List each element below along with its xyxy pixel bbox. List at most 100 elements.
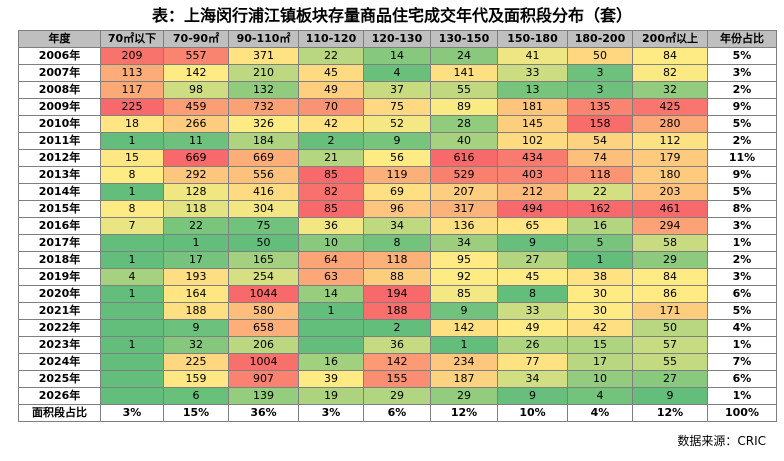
table-body: 2006年 209 557 371 22 14 24 41 50 84 5% 2007年 113 142 2… xyxy=(18,47,777,422)
value-cell: 16 xyxy=(298,353,364,371)
header-cell: 150-180 xyxy=(497,30,568,48)
value-cell: 92 xyxy=(430,268,498,286)
value-cell: 135 xyxy=(567,98,633,116)
value-cell: 907 xyxy=(228,370,299,388)
value-cell: 9 xyxy=(497,234,568,252)
header-cell: 180-200 xyxy=(567,30,633,48)
header-cell: 200㎡以上 xyxy=(632,30,708,48)
year-cell: 2026年 xyxy=(18,387,101,405)
value-cell: 10 xyxy=(298,234,364,252)
value-cell: 89 xyxy=(430,98,498,116)
table-row: 2018年 1 17 165 64 118 95 27 1 29 2% xyxy=(18,251,777,269)
year-cell: 2010年 xyxy=(18,115,101,133)
value-cell: 5 xyxy=(567,234,633,252)
share-cell: 6% xyxy=(707,285,777,303)
value-cell: 292 xyxy=(163,166,229,184)
value-cell: 1 xyxy=(100,251,164,269)
value-cell: 36 xyxy=(298,217,364,235)
value-cell: 58 xyxy=(632,234,708,252)
year-cell: 2012年 xyxy=(18,149,101,167)
value-cell: 57 xyxy=(632,336,708,354)
table-row: 2008年 117 98 132 49 37 55 13 3 32 2% xyxy=(18,81,777,99)
year-cell: 2014年 xyxy=(18,183,101,201)
value-cell: 557 xyxy=(163,47,229,65)
value-cell: 85 xyxy=(430,285,498,303)
value-cell: 203 xyxy=(632,183,708,201)
value-cell: 55 xyxy=(632,353,708,371)
value-cell: 36 xyxy=(363,336,431,354)
value-cell: 2 xyxy=(363,319,431,337)
footer-cell: 3% xyxy=(298,404,364,422)
value-cell: 118 xyxy=(567,166,633,184)
share-cell: 5% xyxy=(707,115,777,133)
table-row: 2017年 1 50 10 8 34 9 5 58 1% xyxy=(18,234,777,252)
share-cell: 1% xyxy=(707,234,777,252)
table-row: 2015年 8 118 304 85 96 317 494 162 461 8% xyxy=(18,200,777,218)
value-cell: 102 xyxy=(497,132,568,150)
value-cell: 49 xyxy=(298,81,364,99)
year-cell: 2009年 xyxy=(18,98,101,116)
table-row: 2013年 8 292 556 85 119 529 403 118 180 9% xyxy=(18,166,777,184)
value-cell: 118 xyxy=(163,200,229,218)
table-row: 2007年 113 142 210 45 4 141 33 3 82 3% xyxy=(18,64,777,82)
footer-cell: 12% xyxy=(632,404,708,422)
value-cell: 234 xyxy=(430,353,498,371)
value-cell: 187 xyxy=(430,370,498,388)
title: 表：上海闵行浦江镇板块存量商品住宅成交年代及面积段分布（套） xyxy=(151,6,632,25)
year-cell: 2013年 xyxy=(18,166,101,184)
value-cell: 128 xyxy=(163,183,229,201)
value-cell: 184 xyxy=(228,132,299,150)
value-cell: 24 xyxy=(430,47,498,65)
header-cell: 70-90㎡ xyxy=(163,30,229,48)
value-cell: 145 xyxy=(497,115,568,133)
value-cell: 188 xyxy=(163,302,229,320)
value-cell: 70 xyxy=(298,98,364,116)
share-cell: 6% xyxy=(707,370,777,388)
value-cell: 29 xyxy=(632,251,708,269)
value-cell: 22 xyxy=(298,47,364,65)
value-cell: 8 xyxy=(100,166,164,184)
year-cell: 2020年 xyxy=(18,285,101,303)
value-cell: 22 xyxy=(163,217,229,235)
value-cell: 32 xyxy=(163,336,229,354)
value-cell: 225 xyxy=(163,353,229,371)
value-cell: 459 xyxy=(163,98,229,116)
table-row: 2011年 1 11 184 2 9 40 102 54 112 2% xyxy=(18,132,777,150)
value-cell: 304 xyxy=(228,200,299,218)
value-cell: 50 xyxy=(567,47,633,65)
value-cell: 42 xyxy=(567,319,633,337)
table-row: 2014年 1 128 416 82 69 207 212 22 203 5% xyxy=(18,183,777,201)
year-cell: 2023年 xyxy=(18,336,101,354)
value-cell: 77 xyxy=(497,353,568,371)
value-cell: 181 xyxy=(497,98,568,116)
value-cell: 8 xyxy=(363,234,431,252)
value-cell: 7 xyxy=(100,217,164,235)
year-cell: 2021年 xyxy=(18,302,101,320)
value-cell: 8 xyxy=(100,200,164,218)
value-cell: 1004 xyxy=(228,353,299,371)
value-cell: 1 xyxy=(100,183,164,201)
value-cell: 9 xyxy=(430,302,498,320)
value-cell: 254 xyxy=(228,268,299,286)
value-cell: 1 xyxy=(298,302,364,320)
value-cell: 16 xyxy=(567,217,633,235)
value-cell: 206 xyxy=(228,336,299,354)
value-cell: 14 xyxy=(298,285,364,303)
value-cell: 95 xyxy=(430,251,498,269)
value-cell: 139 xyxy=(228,387,299,405)
share-cell: 5% xyxy=(707,183,777,201)
value-cell: 75 xyxy=(228,217,299,235)
value-cell: 434 xyxy=(497,149,568,167)
table-row: 2006年 209 557 371 22 14 24 41 50 84 5% xyxy=(18,47,777,65)
value-cell xyxy=(100,370,164,388)
share-cell: 1% xyxy=(707,336,777,354)
value-cell: 326 xyxy=(228,115,299,133)
table-row: 2009年 225 459 732 70 75 89 181 135 425 9% xyxy=(18,98,777,116)
value-cell: 27 xyxy=(497,251,568,269)
value-cell: 39 xyxy=(298,370,364,388)
value-cell xyxy=(100,387,164,405)
value-cell: 132 xyxy=(228,81,299,99)
value-cell: 14 xyxy=(363,47,431,65)
value-cell: 529 xyxy=(430,166,498,184)
value-cell: 33 xyxy=(497,64,568,82)
